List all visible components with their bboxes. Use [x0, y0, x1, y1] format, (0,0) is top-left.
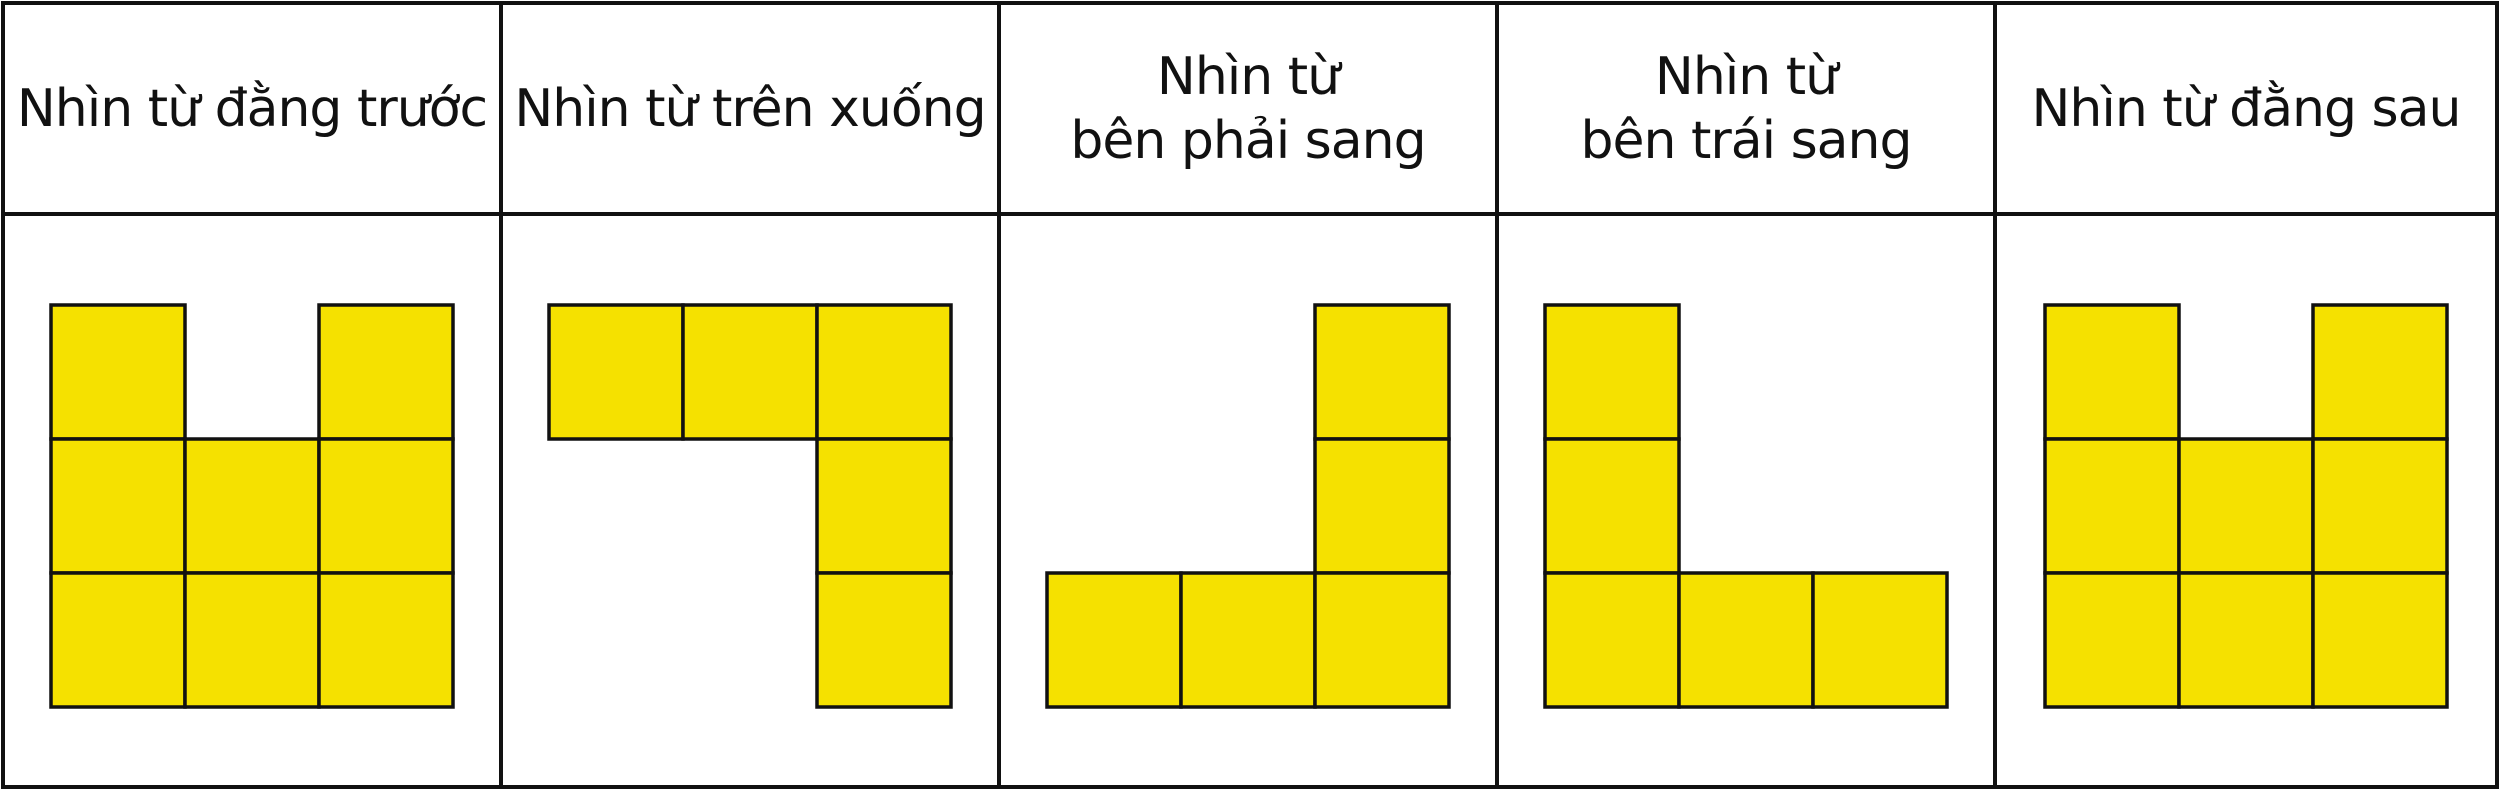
- square-r1-c3: [317, 303, 455, 441]
- square-r3-c2: [183, 571, 321, 709]
- header-top-view: Nhìn từ trên xuống: [503, 5, 1001, 216]
- square-r3-c1: [49, 571, 187, 709]
- header-back-view: Nhìn từ đằng sau: [1997, 5, 2495, 216]
- right-view-cell: [1001, 216, 1499, 785]
- top-view-cell: [503, 216, 1001, 785]
- square-r2-c3: [1313, 437, 1451, 575]
- square-r3-c1: [1045, 571, 1183, 709]
- square-r3-c3: [1313, 571, 1451, 709]
- square-r1-c1: [1543, 303, 1681, 441]
- square-r3-c3: [815, 571, 953, 709]
- square-r3-c3: [2311, 571, 2449, 709]
- header-top-view-label: Nhìn từ trên xuống: [514, 78, 986, 139]
- header-left-view: Nhìn từ bên trái sang: [1499, 5, 1997, 216]
- square-r2-c3: [317, 437, 455, 575]
- back-view-cell: [1997, 216, 2495, 785]
- header-front-view: Nhìn từ đằng trước: [5, 5, 503, 216]
- back-view-squares: [2043, 303, 2449, 709]
- header-left-view-label: Nhìn từ bên trái sang: [1580, 46, 1912, 171]
- square-r2-c2: [2177, 437, 2315, 575]
- square-r2-c1: [2043, 437, 2181, 575]
- square-r1-c1: [2043, 303, 2181, 441]
- right-view-squares: [1045, 303, 1451, 709]
- square-r2-c1: [49, 437, 187, 575]
- square-r1-c3: [815, 303, 953, 441]
- front-view-cell: [5, 216, 503, 785]
- square-r2-c1: [1543, 437, 1681, 575]
- square-r3-c2: [2177, 571, 2315, 709]
- square-r2-c3: [2311, 437, 2449, 575]
- square-r3-c1: [2043, 571, 2181, 709]
- square-r2-c2: [183, 437, 321, 575]
- header-front-view-label: Nhìn từ đằng trước: [16, 78, 488, 139]
- front-view-squares: [49, 303, 455, 709]
- header-right-view-label: Nhìn từ bên phải sang: [1070, 46, 1426, 171]
- square-r2-c3: [815, 437, 953, 575]
- square-r1-c2: [681, 303, 819, 441]
- square-r3-c3: [1811, 571, 1949, 709]
- header-back-view-label: Nhìn từ đằng sau: [2031, 78, 2462, 139]
- left-view-cell: [1499, 216, 1997, 785]
- square-r3-c2: [1179, 571, 1317, 709]
- top-view-squares: [547, 303, 953, 709]
- square-r1-c3: [2311, 303, 2449, 441]
- square-r3-c1: [1543, 571, 1681, 709]
- square-r1-c3: [1313, 303, 1451, 441]
- square-r3-c3: [317, 571, 455, 709]
- square-r3-c2: [1677, 571, 1815, 709]
- square-r1-c1: [49, 303, 187, 441]
- header-right-view: Nhìn từ bên phải sang: [1001, 5, 1499, 216]
- left-view-squares: [1543, 303, 1949, 709]
- square-r1-c1: [547, 303, 685, 441]
